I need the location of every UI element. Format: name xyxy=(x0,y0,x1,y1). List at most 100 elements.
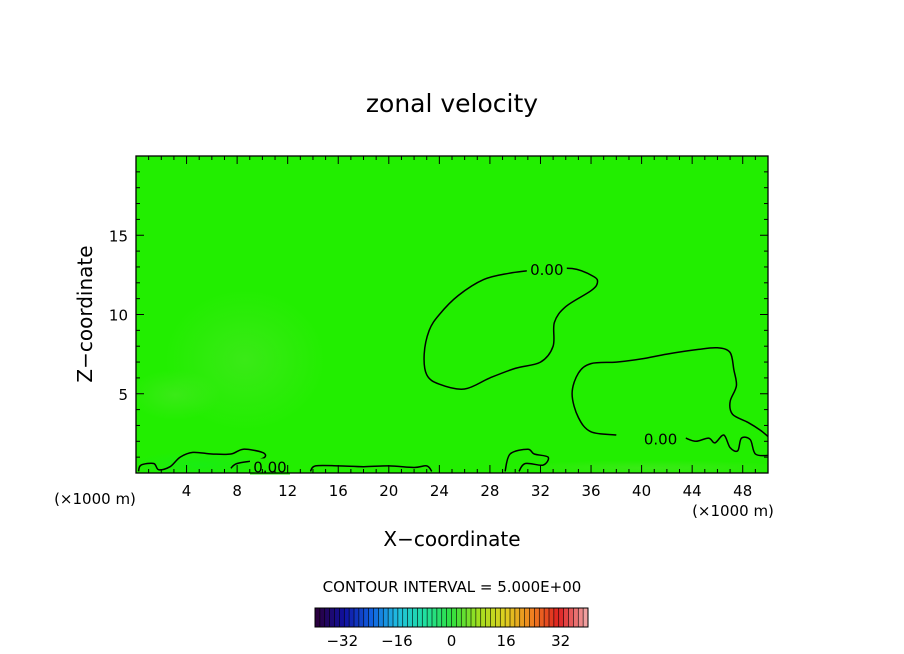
colorbar-cell xyxy=(358,608,365,627)
contour-label: 0.00 xyxy=(644,431,677,449)
x-tick-label: 28 xyxy=(480,482,499,500)
y-axis: 5 10 15 xyxy=(109,171,768,458)
contour-labels: 0.00 0.00 0.00 xyxy=(249,261,681,476)
colorbar-cell xyxy=(529,608,535,627)
colorbar-tick-label: −32 xyxy=(326,632,358,650)
colorbar-cell xyxy=(549,608,555,627)
colorbar-cell xyxy=(393,608,399,627)
contour-label-backdrop xyxy=(640,430,681,447)
colorbar-cell xyxy=(490,608,496,627)
x-axis-label: X−coordinate xyxy=(383,527,520,551)
colorbar-cell xyxy=(485,608,491,627)
colorbar-cell xyxy=(471,608,477,627)
field-shading xyxy=(136,290,768,473)
colorbar-cell xyxy=(412,608,418,627)
closed-contour-lower xyxy=(571,346,768,438)
x-axis: 4 8 12 16 20 24 28 32 36 40 44 48 xyxy=(148,156,756,500)
colorbar-cell xyxy=(553,608,560,627)
colorbar-cell xyxy=(349,608,355,627)
colorbar-cell xyxy=(519,608,525,627)
colorbar-frame xyxy=(314,607,589,628)
chart-title: zonal velocity xyxy=(366,89,538,118)
colorbar-tick-label: −16 xyxy=(381,632,413,650)
x-tick-label: 32 xyxy=(531,482,550,500)
x-tick-label: 36 xyxy=(581,482,600,500)
colorbar-cell xyxy=(578,608,584,627)
colorbar-cell xyxy=(373,608,379,627)
colorbar-cell xyxy=(417,608,423,627)
colorbar-tick-label: 16 xyxy=(497,632,516,650)
contour-label: 0.00 xyxy=(253,458,286,476)
colorbar-cell xyxy=(451,608,457,627)
colorbar-cell xyxy=(407,608,413,627)
colorbar: −32 −16 0 16 32 xyxy=(314,607,589,650)
y-tick-label: 15 xyxy=(109,227,128,245)
colorbar-cell xyxy=(388,608,394,627)
colorbar-cell xyxy=(427,608,433,627)
colorbar-cell xyxy=(534,608,540,627)
colorbar-cell xyxy=(329,608,335,627)
x-tick-label: 4 xyxy=(182,482,192,500)
colorbar-cell xyxy=(539,608,545,627)
colorbar-cell xyxy=(339,608,345,627)
colorbar-cell xyxy=(510,608,516,627)
colorbar-cell xyxy=(573,608,579,627)
closed-contour-upper xyxy=(423,267,599,390)
colorbar-cell xyxy=(583,608,589,627)
colorbar-cell xyxy=(563,608,569,627)
colorbar-cell xyxy=(383,608,389,627)
colorbar-cell xyxy=(334,608,340,627)
colorbar-cell xyxy=(456,608,462,627)
contour-label: 0.00 xyxy=(530,261,563,279)
colorbar-cell xyxy=(568,608,574,627)
colorbar-cell xyxy=(524,608,530,627)
contour-label-backdrop xyxy=(249,458,290,475)
colorbar-cell xyxy=(544,608,550,627)
colorbar-cell xyxy=(446,608,452,627)
colorbar-cell xyxy=(422,608,428,627)
colorbar-cell xyxy=(475,608,482,627)
colorbar-cell xyxy=(363,608,369,627)
colorbar-cell xyxy=(354,608,360,627)
colorbar-cell xyxy=(500,608,506,627)
colorbar-cell xyxy=(441,608,447,627)
near-surface-contour-middle xyxy=(309,464,433,472)
y-axis-label: Z−coordinate xyxy=(73,245,97,382)
colorbar-cell xyxy=(397,608,404,627)
x-axis-unit-right: (×1000 m) xyxy=(692,502,774,520)
colorbar-cell xyxy=(344,608,350,627)
y-tick-label: 5 xyxy=(118,386,128,404)
colorbar-cell xyxy=(315,608,321,627)
x-tick-label: 44 xyxy=(683,482,702,500)
near-surface-contour-right xyxy=(504,448,550,472)
colorbar-tick-label: 0 xyxy=(447,632,457,650)
colorbar-cell xyxy=(319,608,326,627)
colorbar-cell xyxy=(368,608,374,627)
colorbar-cell xyxy=(436,608,443,627)
x-tick-label: 16 xyxy=(329,482,348,500)
x-tick-label: 48 xyxy=(733,482,752,500)
lower-contour-tail xyxy=(685,434,768,457)
y-tick-label: 10 xyxy=(109,307,128,325)
x-axis-unit-left: (×1000 m) xyxy=(54,490,136,508)
x-tick-label: 24 xyxy=(430,482,449,500)
colorbar-cell xyxy=(480,608,486,627)
x-tick-label: 40 xyxy=(632,482,651,500)
colorbar-cell xyxy=(324,608,330,627)
x-tick-label: 20 xyxy=(379,482,398,500)
plot-area: 0.00 0.00 0.00 xyxy=(135,155,769,476)
x-tick-label: 12 xyxy=(278,482,297,500)
colorbar-tick-label: 32 xyxy=(551,632,570,650)
colorbar-cell xyxy=(505,608,511,627)
colorbar-cell xyxy=(461,608,467,627)
colorbar-cell xyxy=(432,608,438,627)
colorbar-cell xyxy=(514,608,521,627)
x-tick-label: 8 xyxy=(232,482,242,500)
contour-label-backdrop xyxy=(526,261,567,278)
colorbar-cell xyxy=(495,608,501,627)
colorbar-cell xyxy=(402,608,408,627)
colorbar-cell xyxy=(558,608,564,627)
colorbar-cell xyxy=(378,608,384,627)
colorbar-cell xyxy=(466,608,472,627)
